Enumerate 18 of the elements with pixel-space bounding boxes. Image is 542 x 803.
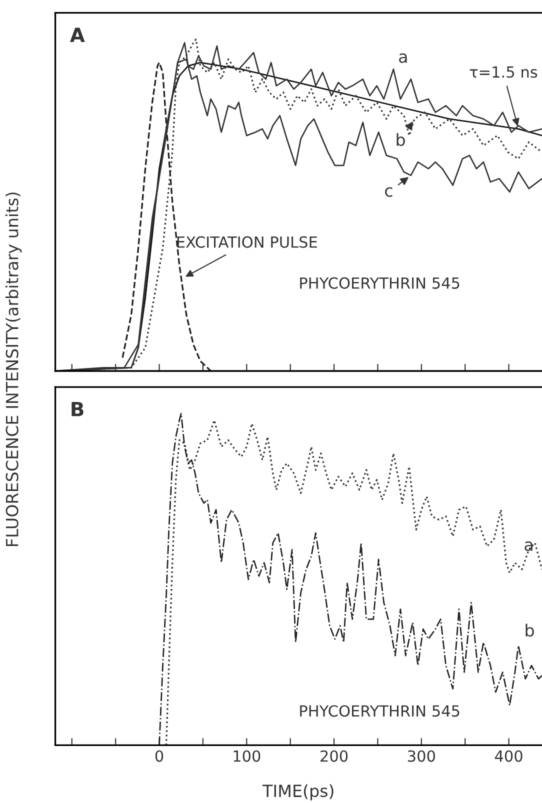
annotation: b — [396, 133, 405, 146]
annotation: a — [399, 53, 407, 63]
x-tick-label: 400 — [494, 750, 522, 762]
x-tick-label: 300 — [408, 750, 435, 762]
x-tick-label: 200 — [320, 750, 348, 762]
annotation: b — [526, 624, 534, 637]
annotation: PHYCOERYTHRIN 545 — [300, 277, 460, 289]
annotation: τ=1.5 ns — [470, 66, 538, 78]
x-tick-label: 100 — [234, 750, 260, 762]
x-tick-label: 0 — [155, 750, 164, 762]
chart-title: B — [72, 402, 84, 416]
annotation: a — [524, 541, 532, 551]
annotation: EXCITATION PULSE — [177, 236, 317, 248]
y-axis-title: FLUORESCENCE INTENSITY(arbitrary units) — [5, 192, 22, 546]
annotation: PHYCOERYTHRIN 545 — [300, 705, 460, 717]
x-axis-title: TIME(ps) — [262, 784, 334, 800]
annotation: c — [385, 187, 392, 197]
chart-title: A — [70, 28, 85, 42]
